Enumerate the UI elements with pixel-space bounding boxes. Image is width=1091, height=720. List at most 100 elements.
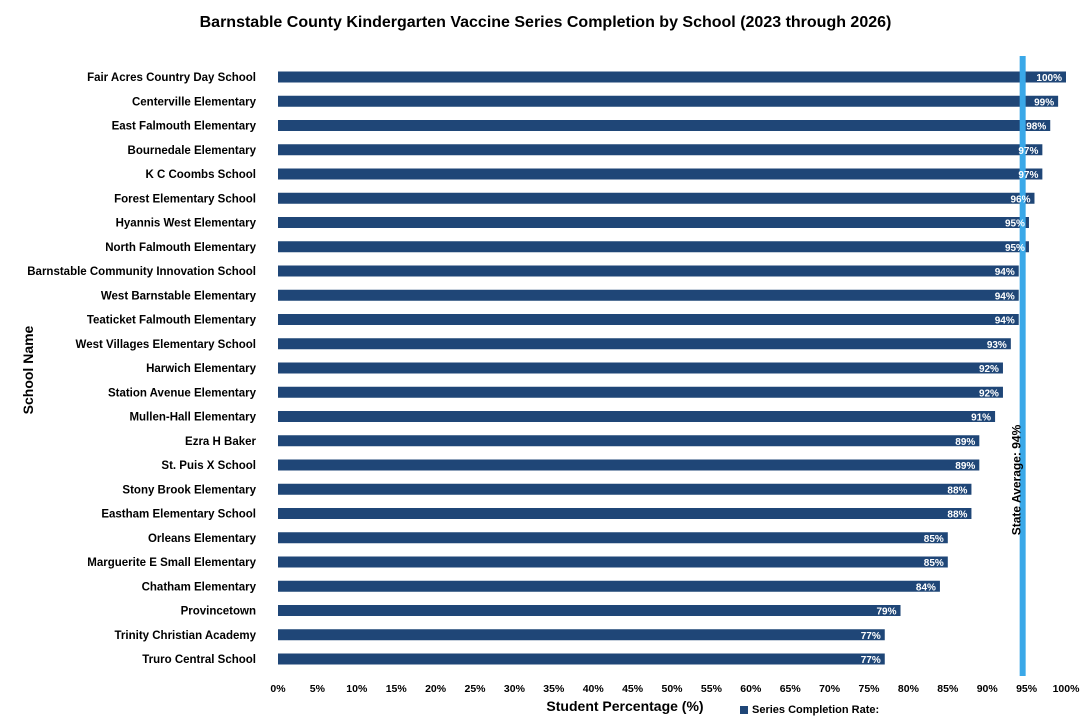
category-label: West Villages Elementary School [76,339,256,351]
x-tick-label: 10% [346,683,368,695]
x-tick-label: 55% [701,683,723,695]
bar [278,95,1059,107]
reference-line-group [1019,56,1026,676]
category-label: St. Puis X School [161,460,256,472]
bar [278,629,885,641]
bar-value-label: 95% [1005,243,1025,254]
bar-value-label: 95% [1005,219,1025,230]
bar-value-label: 94% [995,316,1015,327]
category-label: Marguerite E Small Elementary [87,557,256,569]
category-label: Station Avenue Elementary [108,387,257,399]
x-tick-label: 75% [858,683,880,695]
category-label: Provincetown [181,606,256,618]
x-tick-label: 25% [464,683,486,695]
bar-value-label: 92% [979,364,999,375]
bar [278,605,901,616]
bar [278,217,1029,228]
x-tick-label: 100% [1053,683,1081,695]
bar-value-label: 100% [1036,73,1062,84]
y-axis-title: School Name [20,325,36,415]
category-label: East Falmouth Elementary [112,121,257,133]
category-label: North Falmouth Elementary [105,242,256,254]
bar [278,362,1003,374]
state-average-line [1019,56,1026,676]
bar [278,386,1003,398]
chart-title: Barnstable County Kindergarten Vaccine S… [199,14,892,31]
bar-value-label: 99% [1034,97,1054,108]
bar-value-label: 91% [971,413,991,424]
category-label: Mullen-Hall Elementary [129,412,256,424]
bar [278,168,1043,180]
bar-value-label: 97% [1018,146,1038,157]
x-tick-label: 95% [1016,683,1038,695]
bar [278,338,1011,350]
x-tick-label: 30% [504,683,526,695]
category-label: K C Coombs School [145,169,256,181]
x-tick-label: 35% [543,683,565,695]
bar-value-label: 92% [979,388,999,399]
category-label: Truro Central School [142,654,256,666]
bar-value-label: 96% [1010,194,1030,205]
bar [278,653,885,665]
x-tick-label: 5% [310,683,326,695]
bar-value-label: 93% [987,340,1007,351]
bar [278,289,1019,301]
legend-label: Series Completion Rate: [752,704,880,716]
x-tick-label: 90% [977,683,999,695]
category-label: Teaticket Falmouth Elementary [87,315,257,327]
bar-value-label: 98% [1026,122,1046,133]
x-tick-label: 80% [898,683,920,695]
category-label: Bournedale Elementary [128,145,257,157]
category-label: Orleans Elementary [148,533,257,545]
legend-swatch [740,706,748,714]
category-labels: Fair Acres Country Day School Centerville… [27,72,256,666]
bar-value-label: 77% [861,655,881,666]
bar [278,120,1051,131]
x-tick-label: 0% [270,683,286,695]
category-label: Stony Brook Elementary [122,484,256,496]
state-average-label: State Average: 94% [1010,424,1024,535]
bar-value-label: 89% [955,437,975,448]
bar-value-label: 88% [947,510,967,521]
x-tick-label: 65% [780,683,802,695]
category-label: Barnstable Community Innovation School [27,266,256,278]
bar-value-label: 85% [924,534,944,545]
bar-value-label: 97% [1018,170,1038,181]
x-tick-label: 45% [622,683,644,695]
bar [278,241,1029,253]
category-label: Harwich Elementary [146,363,257,375]
bar-value-label: 85% [924,558,944,569]
bar [278,435,980,447]
category-label: Trinity Christian Academy [115,630,257,642]
x-tick-label: 85% [937,683,959,695]
bar [278,580,940,592]
bar-value-labels: 100% 99% 98% 97% 97% 96% 95% 95% 94% 94% 94% 93% 92%… [861,73,1062,666]
category-label: West Barnstable Elementary [101,290,257,302]
x-tick-label: 50% [661,683,683,695]
x-tick-label: 15% [386,683,408,695]
x-axis-title: Student Percentage (%) [546,698,704,714]
x-tick-label: 60% [740,683,762,695]
x-tick-label: 20% [425,683,447,695]
bar-value-label: 77% [861,631,881,642]
bar [278,508,972,519]
x-tick-labels: 0% 5% 10% 15% 20% 25% 30% 35% 40% 45% 50% 55% 60% 65%… [270,683,1080,695]
bar-value-label: 88% [947,485,967,496]
category-label: Ezra H Baker [185,436,256,448]
category-label: Chatham Elementary [142,581,257,593]
category-label: Fair Acres Country Day School [87,72,256,84]
bar [278,411,996,422]
bar-value-label: 79% [877,607,897,618]
legend: Series Completion Rate: [740,704,879,716]
x-tick-label: 40% [583,683,605,695]
bars [278,71,1066,665]
bar [278,459,980,471]
x-tick-label: 70% [819,683,841,695]
bar [278,556,948,568]
category-label: Centerville Elementary [132,96,257,108]
bar [278,192,1035,204]
bar-value-label: 94% [995,291,1015,302]
bar [278,71,1066,83]
bar [278,483,972,495]
